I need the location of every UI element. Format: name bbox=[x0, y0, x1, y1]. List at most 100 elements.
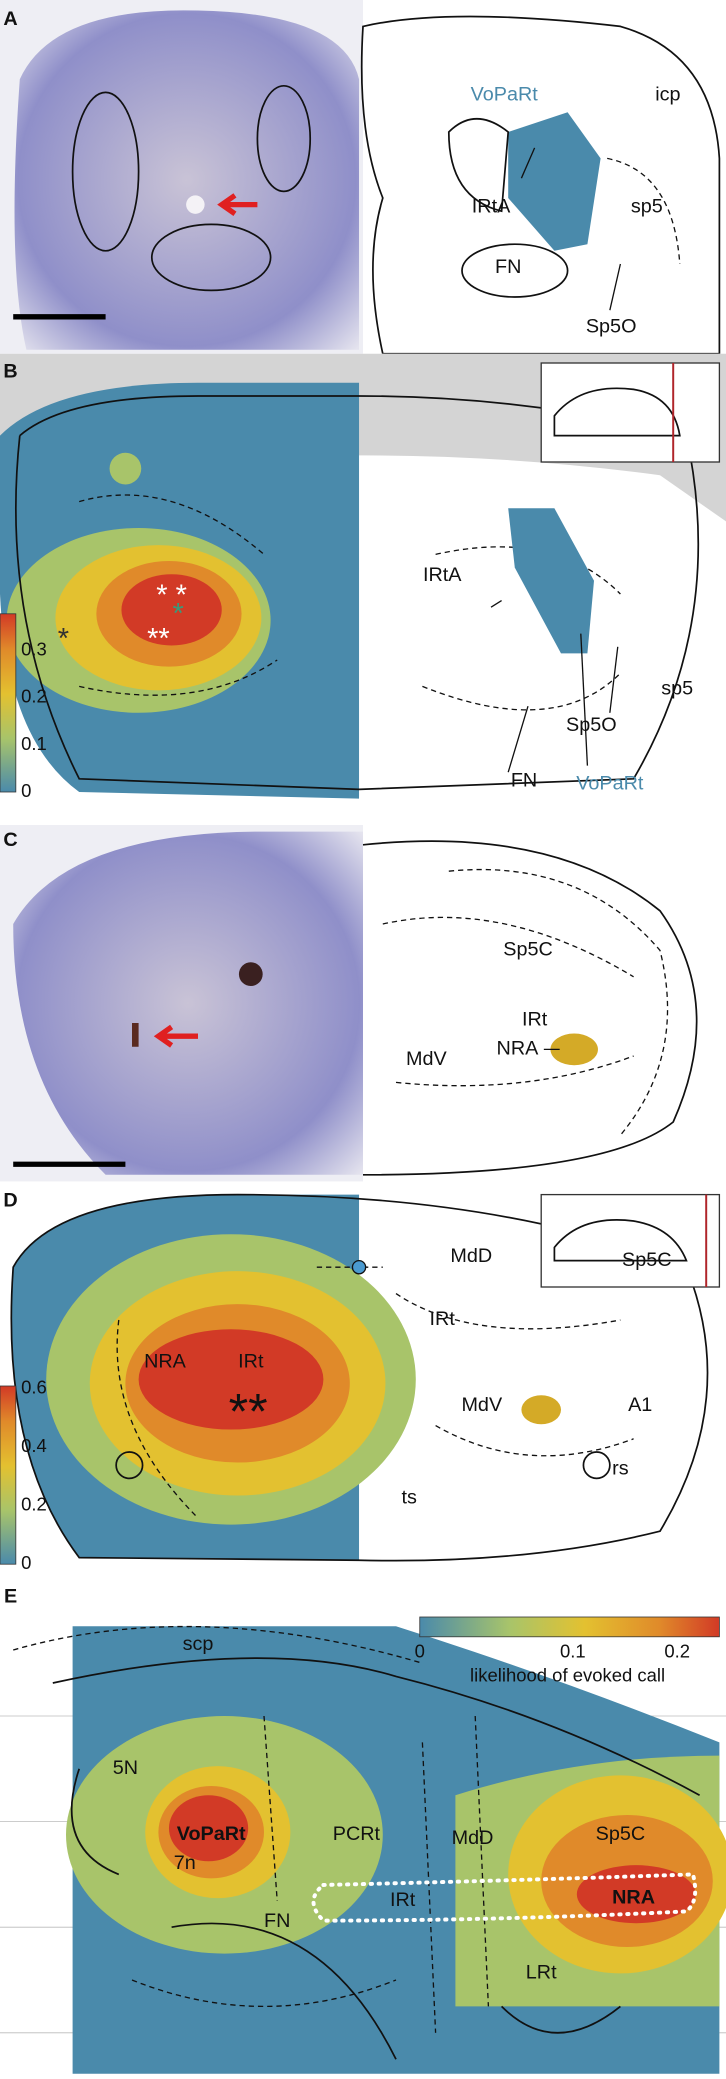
arrow bbox=[153, 1024, 199, 1048]
outline bbox=[52, 1657, 701, 2060]
region-label: scp bbox=[183, 1633, 214, 1655]
region-label: MdV bbox=[406, 1048, 448, 1070]
region-label: VoPaRt bbox=[576, 772, 644, 794]
colorbar bbox=[419, 1616, 720, 1638]
outline bbox=[447, 118, 510, 213]
outline bbox=[256, 84, 312, 193]
region-label: 7n bbox=[174, 1852, 196, 1874]
region-label: IRt bbox=[238, 1350, 264, 1372]
outline bbox=[79, 494, 621, 711]
tissue-section bbox=[14, 10, 360, 350]
colorbar-tick-label: 0.1 bbox=[21, 733, 47, 754]
inset-brain bbox=[553, 387, 681, 437]
region-label: Sp5C bbox=[503, 939, 553, 961]
vopart-region bbox=[508, 112, 601, 251]
outline bbox=[71, 91, 140, 252]
leader bbox=[520, 147, 536, 179]
nra-irt-band bbox=[311, 1872, 698, 1923]
lesion bbox=[238, 962, 263, 987]
colorbar bbox=[0, 613, 17, 793]
region-label: NRA bbox=[497, 1038, 540, 1060]
region-label: NRA bbox=[144, 1350, 187, 1372]
colorbar-tick-label: 0.2 bbox=[21, 686, 47, 707]
site-marker: * bbox=[173, 598, 184, 630]
tissue-section bbox=[13, 831, 363, 1175]
colorbar-tick-label: 0.2 bbox=[664, 1641, 690, 1662]
atlas-outline bbox=[362, 840, 698, 1176]
lesion-site bbox=[521, 1395, 561, 1425]
colorbar-tick-label: 0 bbox=[21, 1552, 31, 1573]
leader bbox=[609, 646, 619, 713]
colorbar-tick-label: 0.6 bbox=[21, 1377, 47, 1398]
panel-letter: E bbox=[4, 1585, 17, 1607]
region-label: Sp5O bbox=[566, 714, 617, 736]
region-label: FN bbox=[264, 1910, 290, 1932]
colorbar bbox=[0, 1385, 17, 1565]
inset bbox=[540, 1193, 721, 1288]
outline bbox=[382, 868, 669, 1136]
region-label: MdD bbox=[452, 1827, 494, 1849]
site-marker: * * bbox=[156, 579, 187, 611]
colorbar-tick-label: 0.4 bbox=[21, 1435, 47, 1456]
region-label: IRt bbox=[430, 1308, 456, 1330]
atlas-outline bbox=[360, 15, 721, 355]
inset bbox=[540, 362, 721, 463]
outline bbox=[116, 1266, 634, 1519]
region-label: IRtA bbox=[472, 195, 511, 217]
vopart-region bbox=[508, 508, 594, 654]
region-label: PCRt bbox=[333, 1823, 381, 1845]
colorbar-tick-label: 0.3 bbox=[21, 639, 47, 660]
region-label: MdV bbox=[461, 1394, 503, 1416]
region-label: VoPaRt bbox=[177, 1823, 246, 1845]
region-label: 5N bbox=[113, 1757, 138, 1779]
region-label: VoPaRt bbox=[471, 83, 539, 105]
heat-level bbox=[138, 1329, 324, 1430]
panel-letter: A bbox=[3, 8, 17, 30]
region-label: A1 bbox=[628, 1394, 652, 1416]
region-label: Sp5C bbox=[622, 1249, 672, 1271]
outline bbox=[582, 1451, 611, 1480]
region-label: MdD bbox=[450, 1245, 492, 1267]
colorbar-tick-label: 0.1 bbox=[560, 1641, 586, 1662]
region-label: IRt bbox=[390, 1889, 416, 1911]
region-label: IRtA bbox=[423, 564, 462, 586]
heat-level bbox=[109, 452, 142, 485]
region-label: FN bbox=[511, 770, 537, 792]
region-label: NRA bbox=[612, 1886, 655, 1908]
region-label: rs bbox=[612, 1457, 629, 1479]
colorbar-tick-label: 0 bbox=[415, 1641, 425, 1662]
panel-letter: C bbox=[3, 829, 17, 851]
region-label: sp5 bbox=[631, 195, 663, 217]
colorbar-tick-label: 0 bbox=[21, 780, 31, 801]
panel-letter: D bbox=[3, 1189, 17, 1211]
outline bbox=[14, 395, 360, 791]
panel-letter: B bbox=[3, 360, 17, 382]
outline bbox=[115, 1451, 144, 1480]
outline bbox=[13, 1625, 490, 2033]
site-marker: * bbox=[58, 623, 69, 655]
site-marker: ** bbox=[147, 623, 170, 655]
outline bbox=[461, 243, 569, 298]
region-label: LRt bbox=[526, 1962, 557, 1984]
leader bbox=[580, 633, 589, 766]
arrow bbox=[217, 193, 258, 217]
heat-level bbox=[576, 1865, 696, 1924]
heat-level bbox=[121, 574, 222, 646]
leader bbox=[507, 706, 529, 773]
lesion bbox=[186, 195, 205, 214]
outline bbox=[150, 223, 272, 292]
site-marker: ** bbox=[229, 1383, 268, 1439]
atlas-outline bbox=[10, 1193, 709, 1562]
leader bbox=[490, 600, 502, 608]
heat-level bbox=[168, 1795, 249, 1862]
marker bbox=[351, 1259, 367, 1275]
region-label: sp5 bbox=[661, 677, 693, 699]
colorbar-tick-label: 0.2 bbox=[21, 1494, 47, 1515]
region-label: Sp5C bbox=[596, 1823, 646, 1845]
region-label: icp bbox=[655, 83, 680, 105]
inset-brain bbox=[553, 1219, 688, 1262]
region-label: ts bbox=[401, 1486, 417, 1508]
region-label: Sp5O bbox=[586, 316, 637, 338]
